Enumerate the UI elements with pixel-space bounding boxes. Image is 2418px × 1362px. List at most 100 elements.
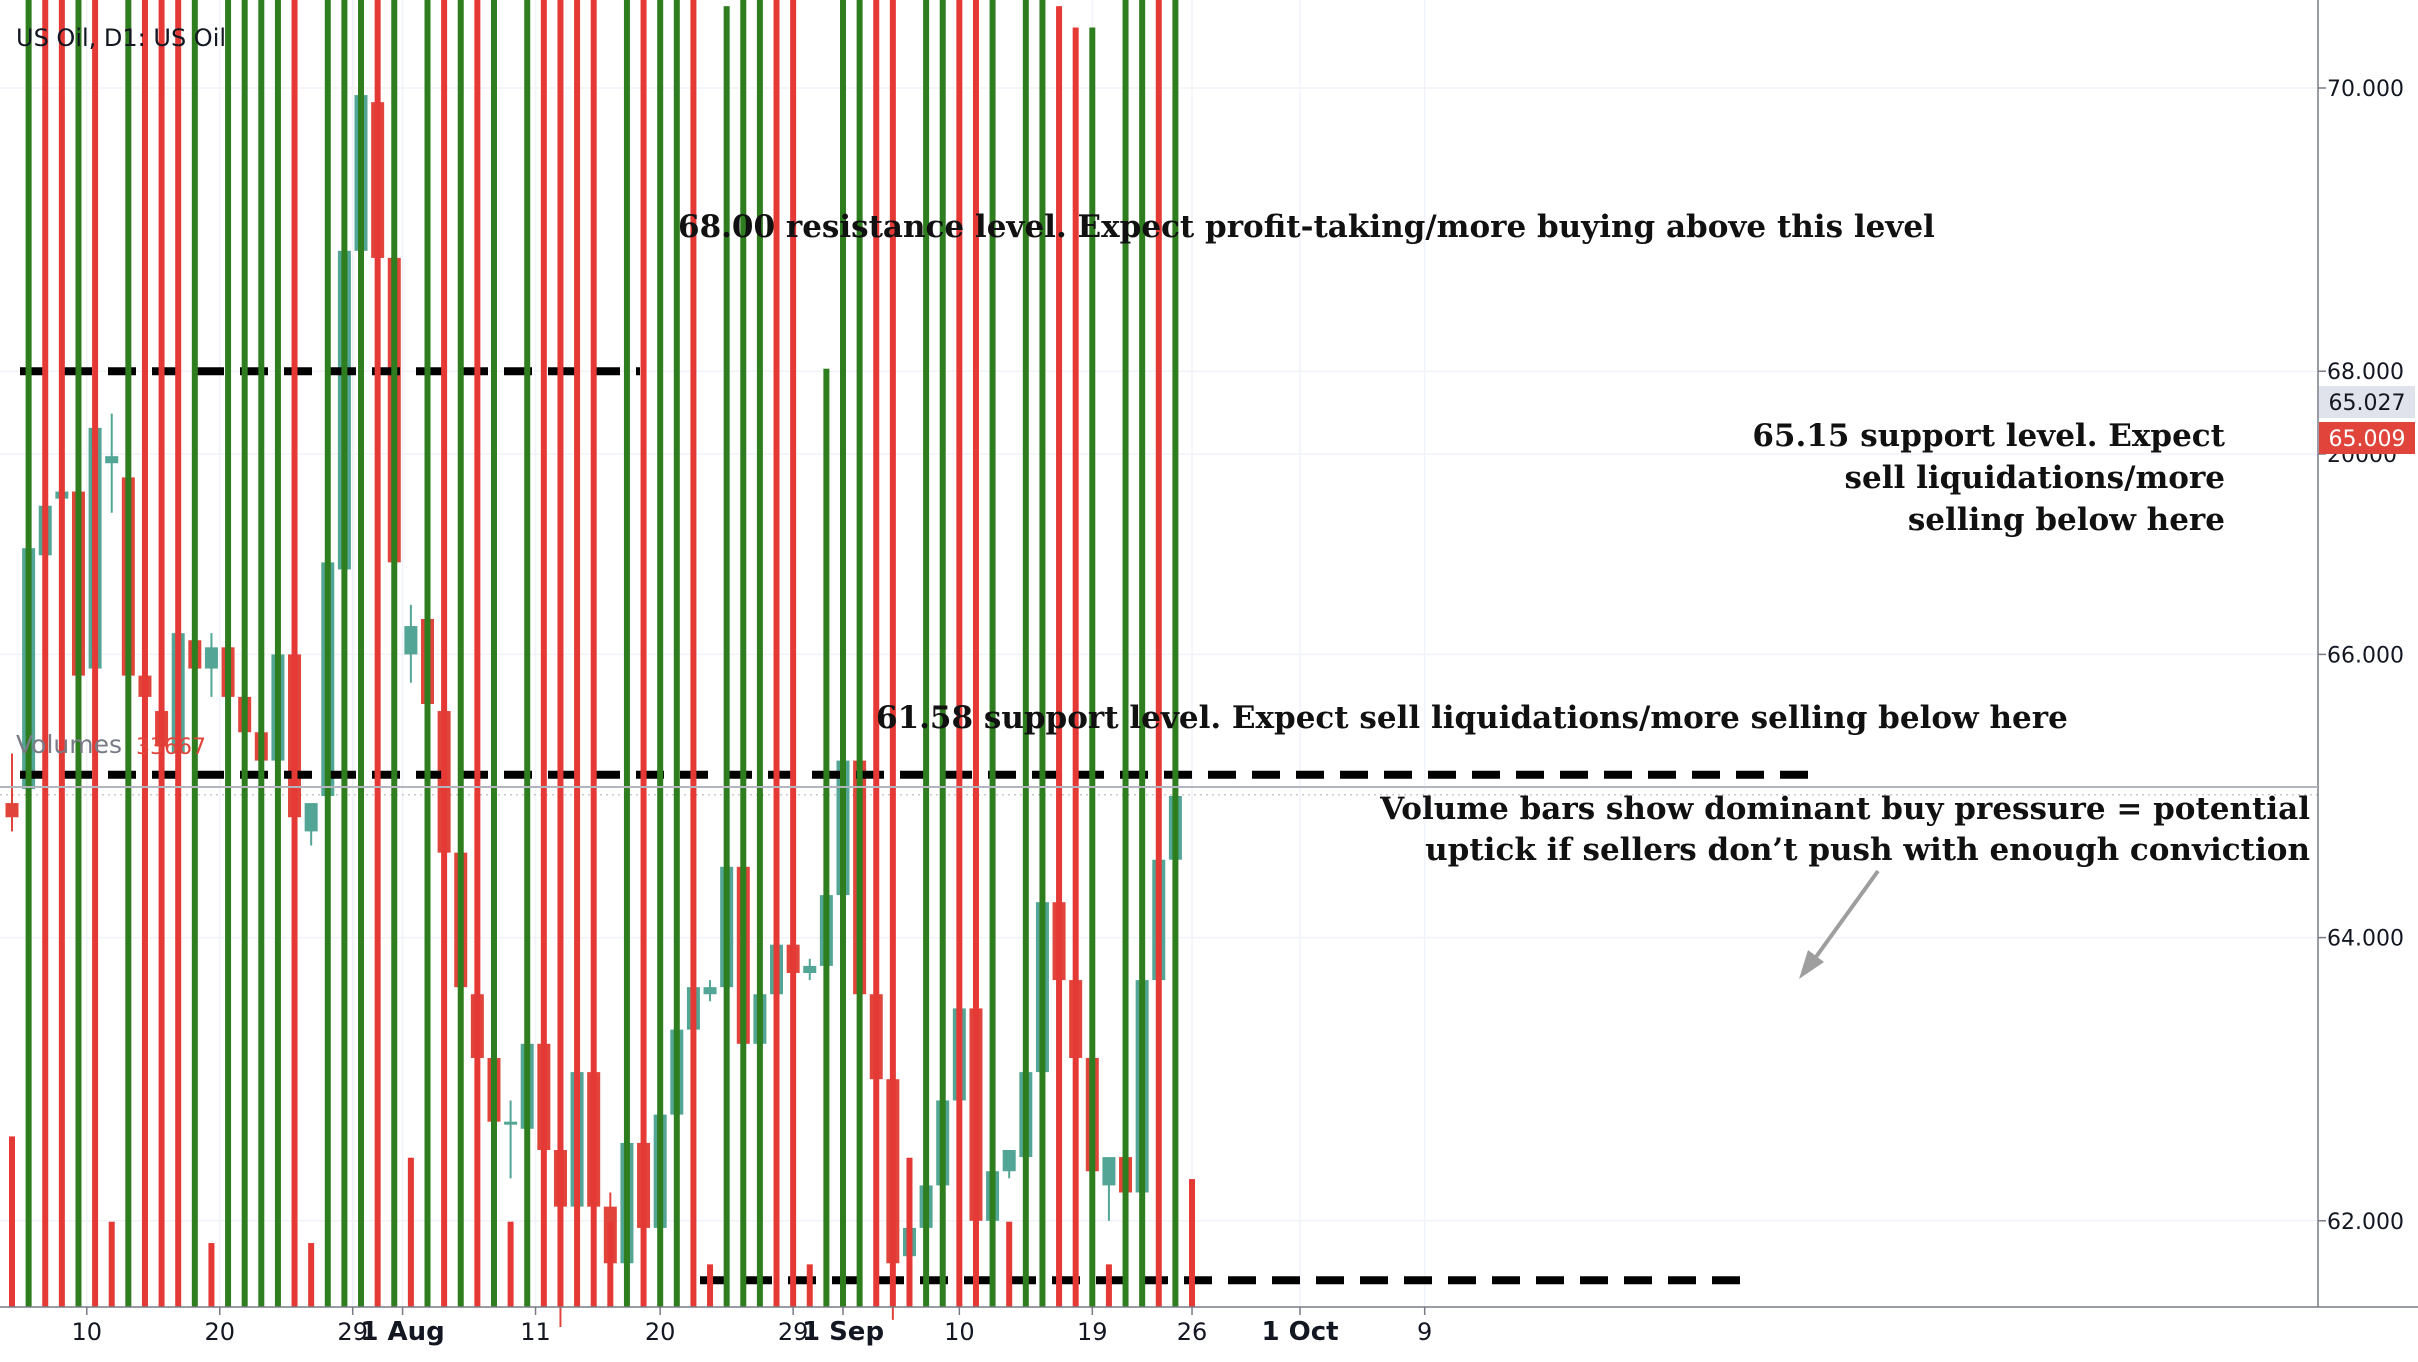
- volume-bar-down: [956, 0, 963, 1307]
- volume-bar-up: [1139, 0, 1146, 1307]
- volume-bar-down: [474, 0, 481, 1308]
- volume-bar-up: [823, 368, 830, 1307]
- time-tick-label: 19: [1077, 1318, 1108, 1346]
- volume-bar-down: [889, 0, 896, 1307]
- volume-bar-down: [972, 0, 979, 1307]
- volume-bar-down: [790, 0, 797, 1308]
- volumes-value: 33667: [136, 735, 206, 760]
- volume-bar-up: [1122, 0, 1129, 1308]
- volume-bar-up: [1039, 0, 1046, 1308]
- volume-bar-down: [906, 1157, 913, 1307]
- volume-bar-down: [291, 0, 298, 1307]
- volume-bar-up: [490, 0, 497, 1307]
- candle-body-up: [105, 456, 119, 464]
- volume-bar-up: [424, 0, 431, 1307]
- price-tick-label: 70.000: [2327, 77, 2404, 102]
- volume-bar-up: [358, 0, 365, 1307]
- support-low-annotation: 61.58 support level. Expect sell liquida…: [876, 700, 2068, 736]
- volume-bar-down: [773, 0, 780, 1308]
- volume-bar-down: [690, 0, 697, 1307]
- volume-bar-down: [42, 0, 49, 1307]
- candle-body-up: [803, 965, 817, 973]
- volume-bar-up: [623, 0, 630, 1307]
- support-mid-annotation-line1: 65.15 support level. Expect: [1752, 418, 2225, 454]
- time-tick-label: 26: [1177, 1318, 1208, 1346]
- volumes-label: Volumes: [16, 730, 122, 759]
- volume-note-arrow-head: [1799, 950, 1824, 979]
- volume-note-line2: uptick if sellers don’t push with enough…: [1425, 832, 2310, 868]
- volume-bar-up: [740, 0, 747, 1308]
- volume-bar-up: [939, 0, 946, 1307]
- volume-note-line1: Volume bars show dominant buy pressure =…: [1379, 791, 2310, 827]
- volume-bar-down: [590, 0, 597, 1307]
- volume-bar-down: [540, 0, 547, 1307]
- volume-bar-up: [1022, 0, 1029, 1307]
- last-price-tag-text: 65.027: [2329, 391, 2406, 416]
- volume-bar-up: [923, 0, 930, 1308]
- volume-bar-down: [1072, 27, 1079, 1307]
- chart-symbol-title: US Oil, D1: US Oil: [16, 24, 226, 52]
- volume-bar-down: [92, 0, 99, 1307]
- volume-bar-up: [856, 0, 863, 1307]
- time-tick-label: 29: [337, 1318, 368, 1346]
- volume-bar-down: [707, 1264, 714, 1307]
- volume-bar-up: [457, 0, 464, 1307]
- volume-bar-up: [191, 0, 198, 1307]
- volume-bar-down: [1155, 0, 1162, 1308]
- candle-body-up: [703, 987, 717, 995]
- time-tick-label: 1 Oct: [1262, 1317, 1339, 1347]
- volume-bar-up: [1172, 0, 1179, 1307]
- volume-bar-down: [1189, 1179, 1196, 1307]
- volume-bar-down: [374, 0, 381, 1307]
- volume-bar-up: [225, 0, 232, 1307]
- time-tick-label: 20: [645, 1318, 676, 1346]
- current-price-tag: [2319, 422, 2415, 454]
- time-tick-label: 1 Aug: [360, 1317, 444, 1347]
- volume-bar-up: [989, 0, 996, 1307]
- candle-body-down: [5, 803, 19, 818]
- volume-bar-up: [241, 0, 248, 1307]
- volume-note-arrow-shaft: [1806, 869, 1880, 970]
- volume-bar-down: [9, 1136, 15, 1307]
- volume-bar-up: [723, 6, 730, 1307]
- volume-bar-down: [108, 1221, 115, 1307]
- time-tick-label: 9: [1417, 1318, 1432, 1346]
- volume-bar-up: [657, 0, 664, 1307]
- time-tick-label: 10: [944, 1318, 975, 1346]
- candle-body-up: [1102, 1157, 1116, 1186]
- volume-bar-down: [158, 0, 165, 1307]
- volume-bar-down: [873, 0, 880, 1307]
- support-mid-annotation-line3: selling below here: [1908, 502, 2225, 538]
- current-price-tag-text: 65.009: [2329, 427, 2406, 452]
- volume-bar-down: [607, 1221, 614, 1307]
- candle-body-up: [1002, 1150, 1016, 1172]
- price-tick-label: 68.000: [2327, 360, 2404, 385]
- time-tick-label: 11: [520, 1318, 551, 1346]
- candle-body-up: [304, 803, 318, 832]
- price-tick-label: 64.000: [2327, 927, 2404, 952]
- volume-bar-up: [840, 0, 846, 1308]
- volume-bar-down: [1006, 1221, 1013, 1307]
- candle-body-up: [404, 626, 418, 655]
- volume-bar-down: [1056, 6, 1063, 1307]
- volume-bar-down: [441, 0, 448, 1307]
- last-price-tag: [2319, 386, 2415, 418]
- volume-bar-down: [141, 0, 148, 1307]
- volume-bar-up: [341, 0, 348, 1308]
- volume-bar-down: [557, 0, 564, 1307]
- time-tick-label: 29: [778, 1318, 809, 1346]
- volume-bars: [9, 0, 1196, 1308]
- price-tick-label: 62.000: [2327, 1210, 2404, 1235]
- volume-bar-up: [324, 0, 331, 1307]
- time-tick-label: 10: [72, 1318, 103, 1346]
- volume-bar-down: [1105, 1264, 1112, 1307]
- volume-bar-up: [25, 0, 32, 1307]
- volume-bar-up: [1089, 27, 1096, 1307]
- volume-bar-down: [806, 1264, 813, 1307]
- volume-bar-down: [507, 1221, 514, 1307]
- volume-bar-up: [391, 0, 398, 1307]
- volume-bar-down: [407, 1157, 414, 1307]
- time-tick-label: 20: [204, 1318, 235, 1346]
